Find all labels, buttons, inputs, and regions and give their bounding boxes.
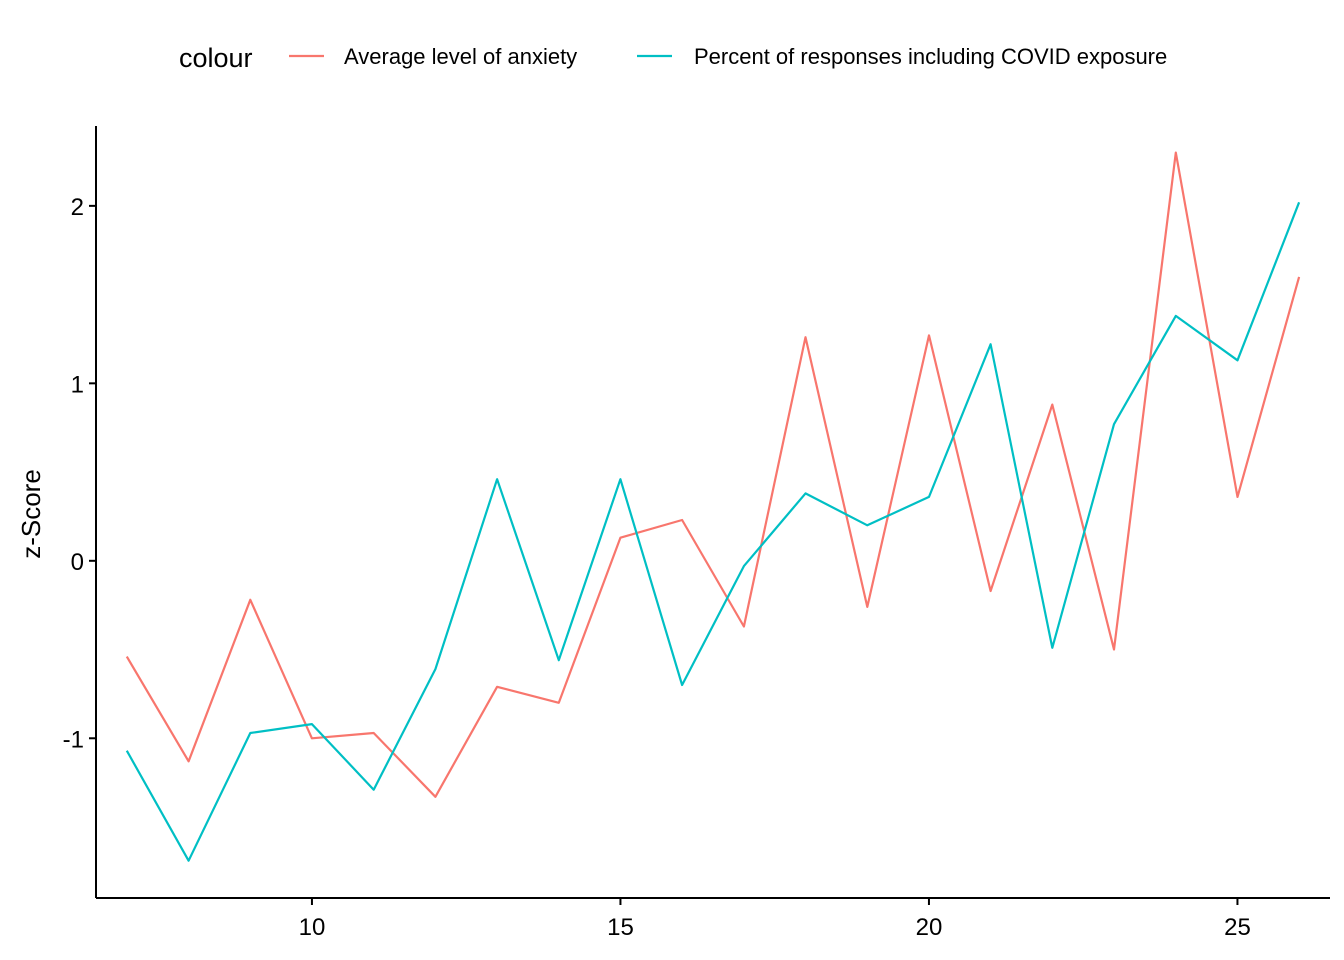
y-tick-label: -1 xyxy=(63,726,84,753)
series-line-2 xyxy=(125,201,1301,862)
legend-label-1: Average level of anxiety xyxy=(344,44,577,69)
legend: colour Average level of anxiety Percent o… xyxy=(179,43,1167,73)
y-axis-title: z-Score xyxy=(16,469,46,559)
series-lines xyxy=(125,151,1301,862)
x-tick-label: 15 xyxy=(607,914,634,941)
legend-title: colour xyxy=(179,43,253,73)
legend-label-2: Percent of responses including COVID exp… xyxy=(694,44,1167,69)
x-tick-label: 10 xyxy=(299,914,326,941)
x-tick-label: 25 xyxy=(1224,914,1251,941)
plot-area: -1 0 1 2 10 15 20 25 xyxy=(63,126,1330,941)
x-axis-ticks: 10 15 20 25 xyxy=(299,898,1251,941)
y-tick-label: 0 xyxy=(71,549,84,576)
y-axis-ticks: -1 0 1 2 xyxy=(63,194,96,753)
y-tick-label: 2 xyxy=(71,194,84,221)
x-tick-label: 20 xyxy=(916,914,943,941)
y-tick-label: 1 xyxy=(71,371,84,398)
series-line-1 xyxy=(125,151,1301,798)
